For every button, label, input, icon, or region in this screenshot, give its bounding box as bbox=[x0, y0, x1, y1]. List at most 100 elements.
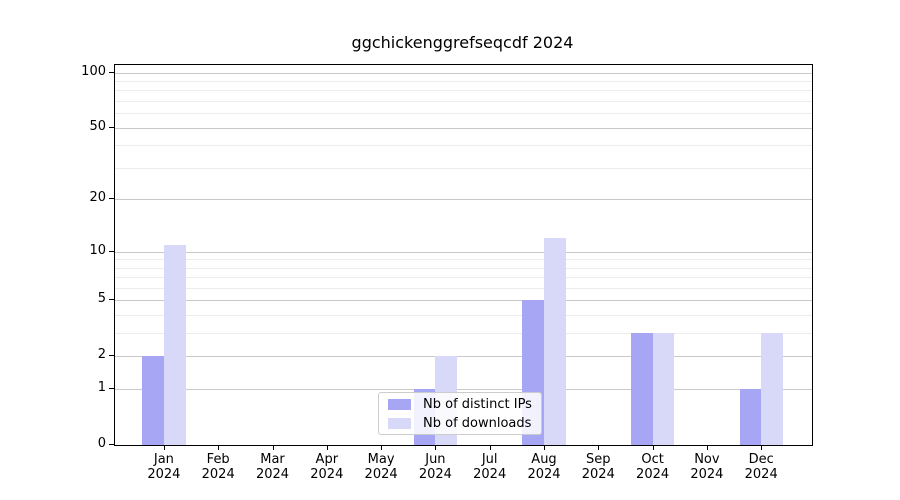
gridline-minor bbox=[115, 277, 812, 279]
x-tick-year: 2024 bbox=[418, 467, 452, 482]
x-tick bbox=[381, 446, 383, 450]
gridline-major bbox=[115, 199, 812, 201]
legend-label-downloads: Nb of downloads bbox=[423, 415, 532, 431]
chart-title: ggchickenggrefseqcdf 2024 bbox=[351, 33, 574, 52]
x-tick bbox=[544, 446, 545, 450]
x-tick bbox=[326, 446, 328, 450]
x-tick-year: 2024 bbox=[690, 467, 724, 482]
x-tick bbox=[598, 446, 600, 450]
x-tick-month: Apr bbox=[315, 452, 339, 467]
x-tick-year: 2024 bbox=[636, 467, 670, 482]
x-tick-label-oct: Oct 2024 bbox=[618, 452, 688, 482]
y-tick-label: 5 bbox=[97, 291, 106, 307]
x-tick-label-jun: Jun 2024 bbox=[400, 452, 470, 482]
x-tick-label-jan: Jan 2024 bbox=[129, 452, 199, 482]
x-tick-month: Mar bbox=[260, 452, 285, 467]
gridline-major bbox=[115, 251, 812, 253]
x-tick-year: 2024 bbox=[147, 467, 181, 482]
legend-item-downloads: Nb of downloads bbox=[388, 416, 532, 431]
x-tick-month: Nov bbox=[694, 452, 720, 467]
x-tick-label-aug: Aug 2024 bbox=[509, 452, 579, 482]
x-tick-year: 2024 bbox=[581, 467, 615, 482]
x-tick bbox=[489, 446, 491, 450]
gridline-major bbox=[115, 72, 812, 74]
x-tick-year: 2024 bbox=[473, 467, 507, 482]
y-tick bbox=[109, 355, 114, 357]
x-tick-label-nov: Nov 2024 bbox=[672, 452, 742, 482]
x-tick-month: Jul bbox=[481, 452, 498, 467]
y-tick-label: 50 bbox=[89, 118, 106, 134]
bar-distinct-ips-dec bbox=[739, 389, 762, 445]
x-tick bbox=[272, 446, 274, 450]
gridline-minor bbox=[115, 101, 812, 103]
x-tick-year: 2024 bbox=[310, 467, 344, 482]
legend: Nb of distinct IPs Nb of downloads bbox=[378, 392, 542, 435]
y-tick bbox=[109, 388, 114, 390]
x-tick-year: 2024 bbox=[255, 467, 290, 482]
bar-downloads-jan bbox=[163, 244, 186, 445]
x-tick-label-mar: Mar 2024 bbox=[238, 452, 308, 482]
gridline-major bbox=[115, 127, 812, 129]
gridline-major bbox=[115, 356, 812, 358]
x-tick bbox=[218, 446, 220, 450]
x-tick-month: Feb bbox=[206, 452, 230, 467]
x-tick-month: Sep bbox=[586, 452, 611, 467]
x-tick-label-dec: Dec 2024 bbox=[726, 452, 796, 482]
y-tick-label: 10 bbox=[89, 242, 106, 258]
gridline-minor bbox=[115, 267, 812, 269]
legend-swatch-downloads bbox=[388, 417, 411, 429]
legend-label-distinct-ips: Nb of distinct IPs bbox=[423, 396, 532, 412]
x-tick bbox=[652, 446, 654, 450]
x-tick bbox=[761, 446, 763, 450]
x-tick-label-feb: Feb 2024 bbox=[183, 452, 253, 482]
gridline-minor bbox=[115, 315, 812, 317]
y-tick-label: 20 bbox=[89, 190, 106, 206]
x-tick bbox=[435, 446, 437, 450]
y-tick-label: 100 bbox=[81, 63, 106, 79]
gridline-minor bbox=[115, 167, 812, 169]
x-tick-label-apr: Apr 2024 bbox=[292, 452, 362, 482]
x-tick-label-may: May 2024 bbox=[346, 452, 416, 482]
x-tick bbox=[706, 446, 708, 450]
gridline-minor bbox=[115, 90, 812, 92]
y-tick-label: 2 bbox=[97, 347, 106, 363]
x-tick bbox=[163, 446, 165, 450]
x-tick-year: 2024 bbox=[744, 467, 778, 482]
x-tick-label-jul: Jul 2024 bbox=[455, 452, 525, 482]
y-tick bbox=[109, 444, 114, 445]
y-tick-label: 0 bbox=[97, 436, 106, 451]
bar-distinct-ips-oct bbox=[630, 333, 653, 445]
x-tick-year: 2024 bbox=[527, 467, 561, 482]
gridline-major bbox=[115, 300, 812, 302]
x-tick-month: Oct bbox=[641, 452, 664, 467]
bar-distinct-ips-jan bbox=[142, 356, 164, 445]
x-tick-month: Dec bbox=[748, 452, 774, 467]
legend-swatch-distinct-ips bbox=[388, 398, 411, 410]
gridline-minor bbox=[115, 288, 812, 289]
y-tick bbox=[109, 250, 114, 252]
x-tick-month: Aug bbox=[531, 452, 557, 467]
y-tick bbox=[109, 126, 114, 128]
x-tick-month: Jun bbox=[425, 452, 446, 467]
x-tick-year: 2024 bbox=[364, 467, 398, 482]
bar-downloads-aug bbox=[544, 238, 566, 445]
gridline-minor bbox=[115, 259, 812, 261]
y-tick bbox=[109, 71, 114, 73]
bar-downloads-dec bbox=[761, 333, 783, 445]
gridline-minor bbox=[115, 113, 812, 115]
x-tick-label-sep: Sep 2024 bbox=[563, 452, 633, 482]
x-tick-year: 2024 bbox=[201, 467, 235, 482]
gridline-minor bbox=[115, 145, 812, 147]
legend-item-distinct-ips: Nb of distinct IPs bbox=[388, 397, 532, 412]
bar-downloads-oct bbox=[652, 333, 675, 445]
x-tick-month: May bbox=[367, 452, 395, 467]
gridline-major bbox=[115, 389, 812, 391]
gridline-minor bbox=[115, 333, 812, 335]
plot-area bbox=[114, 64, 813, 446]
gridline-minor bbox=[115, 81, 812, 82]
y-tick bbox=[109, 198, 114, 200]
x-tick-month: Jan bbox=[153, 452, 174, 467]
y-tick bbox=[109, 299, 114, 301]
y-tick-label: 1 bbox=[97, 380, 106, 396]
